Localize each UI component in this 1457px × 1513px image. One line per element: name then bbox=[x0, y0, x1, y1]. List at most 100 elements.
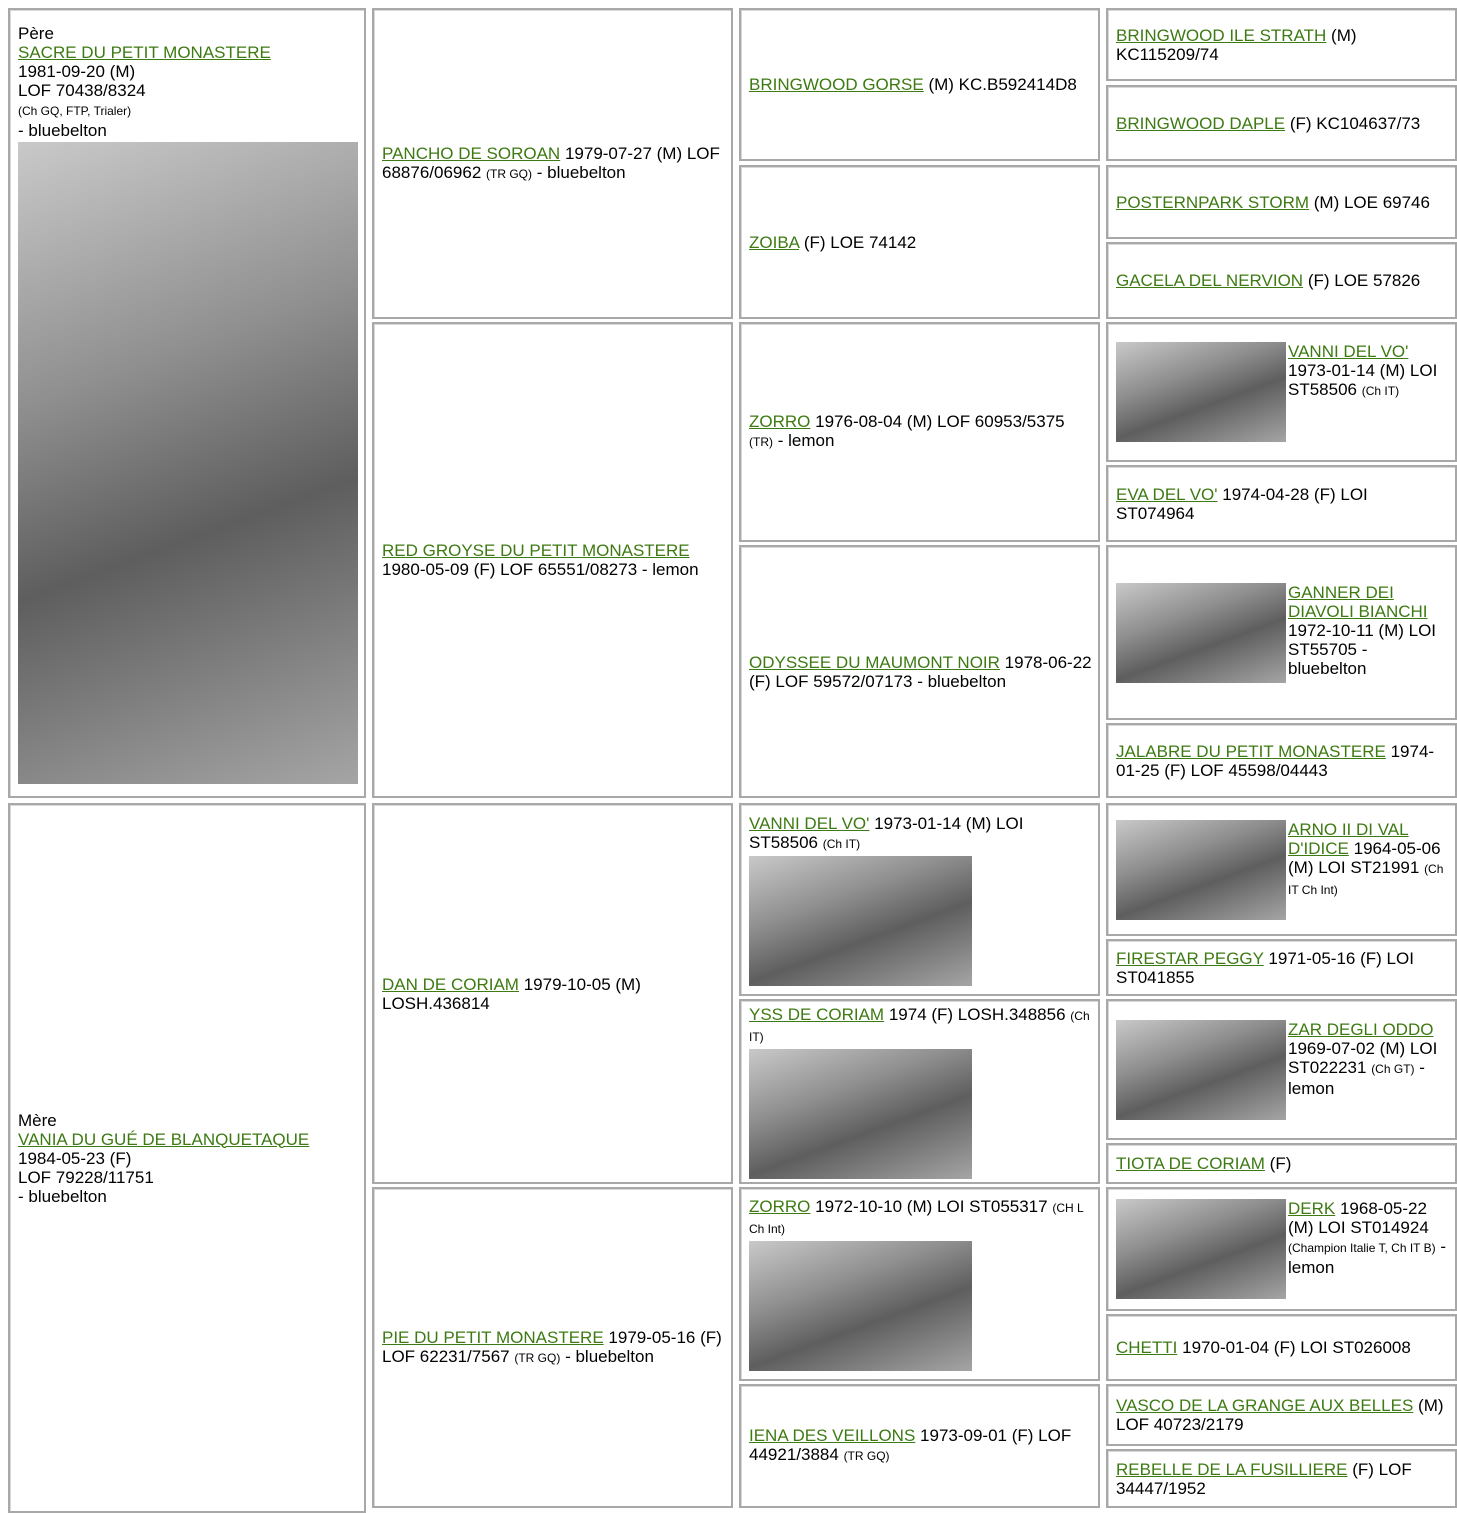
pedigree-cell: GACELA DEL NERVION (F) LOE 57826 bbox=[1106, 242, 1457, 319]
pedigree-cell: GANNER DEI DIAVOLI BIANCHI 1972-10-11 (M… bbox=[1106, 545, 1457, 720]
pedigree-cell: FIRESTAR PEGGY 1971-05-16 (F) LOI ST0418… bbox=[1106, 939, 1457, 996]
dog-link[interactable]: ZORRO bbox=[749, 412, 811, 431]
dog-link[interactable]: IENA DES VEILLONS bbox=[749, 1426, 916, 1445]
dog-link[interactable]: TIOTA DE CORIAM bbox=[1116, 1154, 1265, 1173]
titles: (Ch IT) bbox=[822, 836, 861, 851]
dog-info: 1974 (F) LOSH.348856 bbox=[888, 1004, 1066, 1024]
color-info: - bluebelton bbox=[536, 162, 626, 182]
cell-content: VANNI DEL VO' 1973-01-14 (M) LOI ST58506… bbox=[749, 814, 1092, 986]
titles: (TR GQ) bbox=[514, 1350, 561, 1365]
dog-link[interactable]: ZOIBA bbox=[749, 232, 800, 252]
parent-label: Père bbox=[18, 24, 54, 43]
dog-info: 1974-01-25 (F) LOF 45598/04443 bbox=[1116, 741, 1435, 780]
cell-content: GACELA DEL NERVION (F) LOE 57826 bbox=[1116, 271, 1449, 290]
titles: (Ch IT) bbox=[749, 1008, 1090, 1044]
pedigree-cell: YSS DE CORIAM 1974 (F) LOSH.348856 (Ch I… bbox=[739, 999, 1100, 1184]
dog-link[interactable]: GACELA DEL NERVION bbox=[1116, 271, 1304, 290]
dog-link[interactable]: YSS DE CORIAM bbox=[749, 1004, 885, 1024]
pedigree-cell: TIOTA DE CORIAM (F) bbox=[1106, 1143, 1457, 1184]
dog-info: 1972-10-11 (M) LOI ST55705 - bluebelton bbox=[1288, 620, 1437, 678]
cell-content: GANNER DEI DIAVOLI BIANCHI 1972-10-11 (M… bbox=[1116, 582, 1449, 683]
dog-info: (M) KC115209/74 bbox=[1116, 25, 1357, 64]
dog-link[interactable]: ODYSSEE DU MAUMONT NOIR bbox=[749, 652, 1000, 672]
dog-photo bbox=[1116, 1199, 1286, 1299]
dog-link[interactable]: PANCHO DE SOROAN bbox=[382, 143, 561, 163]
dog-info: (M) KC.B592414D8 bbox=[928, 75, 1077, 94]
cell-content: ARNO II DI VAL D'IDICE 1964-05-06 (M) LO… bbox=[1116, 819, 1449, 920]
dog-link[interactable]: ZORRO bbox=[749, 1197, 811, 1216]
dog-link[interactable]: DERK bbox=[1288, 1199, 1336, 1218]
cell-content: REBELLE DE LA FUSILLIERE (F) LOF 34447/1… bbox=[1116, 1460, 1449, 1498]
cell-content: VASCO DE LA GRANGE AUX BELLES (M) LOF 40… bbox=[1116, 1396, 1449, 1434]
dog-info: 1973-01-14 (M) LOI ST58506 bbox=[749, 813, 1024, 852]
titles: (TR GQ) bbox=[486, 166, 533, 181]
pedigree-cell: PANCHO DE SOROAN 1979-07-27 (M) LOF 6887… bbox=[372, 8, 733, 319]
cell-content: PIE DU PETIT MONASTERE 1979-05-16 (F) LO… bbox=[382, 1328, 725, 1368]
dog-info: (F) LOE 57826 bbox=[1307, 271, 1421, 290]
dog-link[interactable]: VASCO DE LA GRANGE AUX BELLES bbox=[1116, 1396, 1414, 1415]
dog-info: (F) KC104637/73 bbox=[1289, 113, 1421, 133]
dog-link[interactable]: BRINGWOOD GORSE bbox=[749, 75, 924, 94]
cell-content: ODYSSEE DU MAUMONT NOIR 1978-06-22 (F) L… bbox=[749, 653, 1092, 691]
registration: LOF 70438/8324 bbox=[18, 81, 146, 100]
dog-link[interactable]: DAN DE CORIAM bbox=[382, 974, 519, 994]
dog-link[interactable]: REBELLE DE LA FUSILLIERE bbox=[1116, 1459, 1348, 1479]
pedigree-cell: IENA DES VEILLONS 1973-09-01 (F) LOF 449… bbox=[739, 1384, 1100, 1508]
dog-info: 1976-08-04 (M) LOF 60953/5375 bbox=[815, 412, 1065, 431]
pedigree-cell: ARNO II DI VAL D'IDICE 1964-05-06 (M) LO… bbox=[1106, 803, 1457, 936]
pedigree-cell: ZORRO 1972-10-10 (M) LOI ST055317 (CH L … bbox=[739, 1187, 1100, 1381]
cell-content: CHETTI 1970-01-04 (F) LOI ST026008 bbox=[1116, 1338, 1449, 1357]
dog-link[interactable]: ARNO II DI VAL D'IDICE bbox=[1288, 819, 1409, 858]
parent-label: Mère bbox=[18, 1110, 57, 1130]
dog-info: 1978-06-22 (F) LOF 59572/07173 - bluebel… bbox=[749, 652, 1092, 691]
pedigree-cell: DERK 1968-05-22 (M) LOI ST014924 (Champi… bbox=[1106, 1187, 1457, 1311]
dog-link[interactable]: BRINGWOOD DAPLE bbox=[1116, 113, 1286, 133]
dog-info: (F) LOE 74142 bbox=[803, 232, 917, 252]
dog-link[interactable]: PIE DU PETIT MONASTERE bbox=[382, 1327, 604, 1347]
pedigree-cell: VANNI DEL VO' 1973-01-14 (M) LOI ST58506… bbox=[1106, 322, 1457, 462]
dog-link[interactable]: VANIA DU GUÉ DE BLANQUETAQUE bbox=[18, 1129, 310, 1149]
dog-photo bbox=[18, 142, 358, 784]
cell-content: BRINGWOOD ILE STRATH (M) KC115209/74 bbox=[1116, 26, 1449, 64]
dog-info: 1972-10-10 (M) LOI ST055317 bbox=[815, 1197, 1048, 1216]
pedigree-cell: ZORRO 1976-08-04 (M) LOF 60953/5375 (TR)… bbox=[739, 322, 1100, 542]
dog-photo bbox=[1116, 819, 1286, 920]
color-info: - lemon bbox=[1288, 1237, 1447, 1277]
dog-link[interactable]: GANNER DEI DIAVOLI BIANCHI bbox=[1288, 582, 1428, 621]
cell-content: EVA DEL VO' 1974-04-28 (F) LOI ST074964 bbox=[1116, 485, 1449, 523]
cell-content: POSTERNPARK STORM (M) LOE 69746 bbox=[1116, 193, 1449, 212]
cell-content: DERK 1968-05-22 (M) LOI ST014924 (Champi… bbox=[1116, 1199, 1449, 1299]
dog-link[interactable]: VANNI DEL VO' bbox=[1288, 342, 1409, 361]
dog-link[interactable]: BRINGWOOD ILE STRATH bbox=[1116, 25, 1327, 45]
titles: (Ch IT) bbox=[1361, 384, 1400, 398]
dog-info: 1970-01-04 (F) LOI ST026008 bbox=[1182, 1338, 1411, 1357]
dog-link[interactable]: CHETTI bbox=[1116, 1338, 1178, 1357]
dog-link[interactable]: EVA DEL VO' bbox=[1116, 484, 1218, 504]
pedigree-cell: CHETTI 1970-01-04 (F) LOI ST026008 bbox=[1106, 1314, 1457, 1381]
dog-info: 1968-05-22 (M) LOI ST014924 bbox=[1288, 1199, 1429, 1237]
cell-content: DAN DE CORIAM 1979-10-05 (M) LOSH.436814 bbox=[382, 975, 725, 1013]
titles: (Champion Italie T, Ch IT B) bbox=[1288, 1241, 1436, 1255]
cell-content: FIRESTAR PEGGY 1971-05-16 (F) LOI ST0418… bbox=[1116, 949, 1449, 987]
pedigree-cell: DAN DE CORIAM 1979-10-05 (M) LOSH.436814 bbox=[372, 803, 733, 1184]
cell-content: Mère VANIA DU GUÉ DE BLANQUETAQUE 1984-05-… bbox=[18, 1111, 358, 1206]
dog-link[interactable]: ZAR DEGLI ODDO bbox=[1288, 1019, 1434, 1039]
registration: LOF 79228/11751 bbox=[18, 1167, 154, 1187]
cell-content: Père SACRE DU PETIT MONASTERE 1981-09-20 (… bbox=[18, 24, 358, 784]
dog-photo bbox=[749, 1241, 972, 1371]
titles: (CH L Ch Int) bbox=[749, 1201, 1084, 1236]
pedigree-cell: ZOIBA (F) LOE 74142 bbox=[739, 165, 1100, 319]
dog-link[interactable]: FIRESTAR PEGGY bbox=[1116, 948, 1264, 968]
dog-link[interactable]: SACRE DU PETIT MONASTERE bbox=[18, 43, 271, 62]
dog-photo bbox=[1116, 582, 1286, 683]
dog-photo bbox=[1116, 342, 1286, 442]
dog-info: (M) LOF 40723/2179 bbox=[1116, 1396, 1444, 1434]
titles: (Ch IT Ch Int) bbox=[1288, 861, 1444, 897]
dog-info: 1979-07-27 (M) LOF 68876/06962 bbox=[382, 143, 720, 182]
dog-link[interactable]: RED GROYSE DU PETIT MONASTERE bbox=[382, 541, 690, 560]
dog-link[interactable]: JALABRE DU PETIT MONASTERE bbox=[1116, 741, 1386, 761]
dog-photo bbox=[749, 855, 972, 986]
dog-link[interactable]: VANNI DEL VO' bbox=[749, 813, 870, 833]
dog-link[interactable]: POSTERNPARK STORM bbox=[1116, 192, 1310, 212]
